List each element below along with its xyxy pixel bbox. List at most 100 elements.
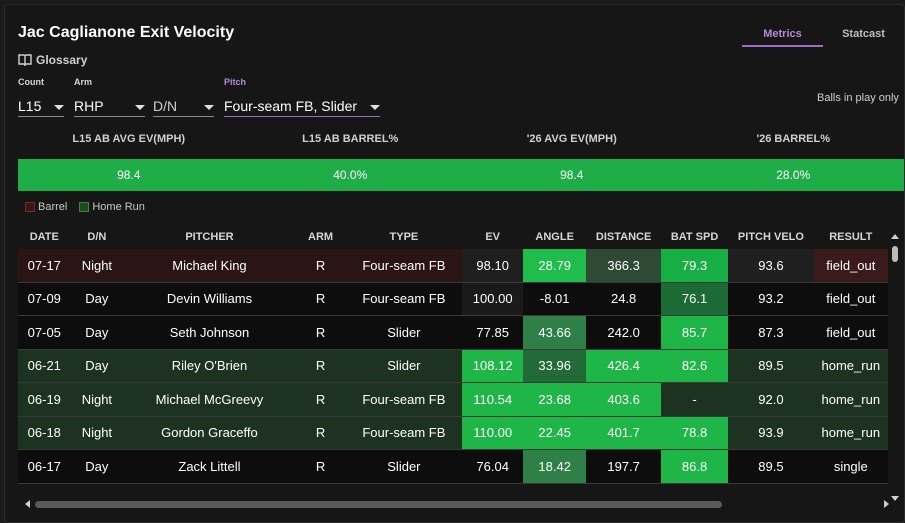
dn-select[interactable]: D/N xyxy=(153,95,214,117)
table-cell: Day xyxy=(70,349,124,382)
table-cell: Four-seam FB xyxy=(345,416,463,449)
tab-bar: Metrics Statcast xyxy=(742,22,904,47)
table-cell: 06-17 xyxy=(18,450,71,483)
table-row[interactable]: 07-09 Day Devin Williams R Four-seam FB 100.0… xyxy=(18,282,888,316)
table-cell: 92.0 xyxy=(728,383,814,416)
table-cell: 33.96 xyxy=(522,349,587,382)
table-cell: 22.45 xyxy=(522,416,587,449)
column-header[interactable]: RESULT xyxy=(829,231,873,243)
scroll-up-icon[interactable] xyxy=(891,234,899,239)
table-row[interactable]: 06-21 Day Riley O'Brien R Slider 108.12 33.96 4… xyxy=(18,349,888,383)
table-cell: Devin Williams xyxy=(123,282,296,315)
scroll-left-icon[interactable] xyxy=(25,500,30,508)
column-header[interactable]: ARM xyxy=(308,231,334,243)
glossary-link[interactable]: Glossary xyxy=(18,53,87,67)
column-header[interactable]: DISTANCE xyxy=(595,231,652,243)
table-cell: Day xyxy=(70,316,124,349)
vertical-scrollbar[interactable] xyxy=(891,234,899,501)
column-header[interactable]: EV xyxy=(485,231,501,243)
arm-filter: Arm RHP xyxy=(74,77,145,117)
table-cell: 23.68 xyxy=(522,383,587,416)
table-cell: 242.0 xyxy=(586,316,661,349)
legend-home-run: Home Run xyxy=(79,201,145,213)
table-cell: Night xyxy=(70,249,124,282)
table-row[interactable]: 06-17 Day Zack Littell R Slider 76.04 18.42 197… xyxy=(18,450,888,484)
horizontal-scrollbar[interactable] xyxy=(25,500,889,509)
table-cell: 110.00 xyxy=(462,416,523,449)
scroll-right-icon[interactable] xyxy=(884,500,889,508)
table-cell: 76.04 xyxy=(462,450,523,483)
table-cell: - xyxy=(660,383,729,416)
table-cell: 07-09 xyxy=(18,282,71,315)
tab-statcast[interactable]: Statcast xyxy=(842,28,885,40)
table-cell: 24.8 xyxy=(586,282,661,315)
table-cell: Michael King xyxy=(123,249,296,282)
table-row[interactable]: 07-17 Night Michael King R Four-seam FB 98.10… xyxy=(18,249,888,283)
chevron-down-icon xyxy=(54,104,64,110)
table-cell: Night xyxy=(70,383,124,416)
table-cell: 18.42 xyxy=(522,450,587,483)
scrollbar-thumb[interactable] xyxy=(892,246,898,262)
table-row[interactable]: 06-18 Night Gordon Graceffo R Four-seam FB 11… xyxy=(18,416,888,450)
chevron-down-icon xyxy=(204,104,214,110)
table-cell: 108.12 xyxy=(462,349,523,382)
table-cell: 89.5 xyxy=(728,349,814,382)
column-header[interactable]: PITCHER xyxy=(185,231,234,243)
table-cell: 79.3 xyxy=(660,249,729,282)
table-cell: 100.00 xyxy=(462,282,523,315)
table-cell: 197.7 xyxy=(586,450,661,483)
table-cell: 82.6 xyxy=(660,349,729,382)
table-cell: Slider xyxy=(345,349,463,382)
table-cell: 06-19 xyxy=(18,383,71,416)
dn-filter-label xyxy=(153,77,214,89)
table-row[interactable]: 07-05 Day Seth Johnson R Slider 77.85 43.66 242… xyxy=(18,316,888,350)
table-cell: 366.3 xyxy=(586,249,661,282)
scrollbar-thumb[interactable] xyxy=(35,501,722,508)
table-cell: 07-05 xyxy=(18,316,71,349)
pitch-select-value: Four-seam FB, Slider xyxy=(224,97,358,114)
table-cell: 93.6 xyxy=(728,249,814,282)
table-cell: Four-seam FB xyxy=(345,282,463,315)
table-cell: R xyxy=(295,282,346,315)
arm-select[interactable]: RHP xyxy=(74,95,145,117)
summary-header: L15 AB AVG EV(MPH) L15 AB BARREL% '26 AV… xyxy=(18,133,904,145)
table-cell: Riley O'Brien xyxy=(123,349,296,382)
count-filter-label: Count xyxy=(18,77,44,87)
column-header[interactable]: D/N xyxy=(87,231,107,243)
column-header[interactable]: DATE xyxy=(29,231,59,243)
table-cell: 76.1 xyxy=(660,282,729,315)
column-header[interactable]: PITCH VELO xyxy=(737,231,804,243)
count-filter: Count L15 xyxy=(18,77,64,117)
column-header[interactable]: TYPE xyxy=(389,231,419,243)
barrel-swatch xyxy=(25,202,35,212)
table-row[interactable]: 06-19 Night Michael McGreevy R Four-seam FB 1… xyxy=(18,383,888,417)
table-cell: field_out xyxy=(813,316,888,349)
summary-header-cell: L15 AB BARREL% xyxy=(302,133,399,145)
summary-header-cell: '26 AVG EV(MPH) xyxy=(526,133,617,145)
table-cell: 98.10 xyxy=(462,249,523,282)
table-cell: 07-17 xyxy=(18,249,71,282)
legend: Barrel Home Run xyxy=(25,201,145,213)
table-cell: 93.9 xyxy=(728,416,814,449)
pitch-filter: Pitch Four-seam FB, Slider xyxy=(224,77,380,117)
table-cell: Zack Littell xyxy=(123,450,296,483)
glossary-label: Glossary xyxy=(36,53,88,67)
book-icon xyxy=(18,54,32,66)
table-cell: 93.2 xyxy=(728,282,814,315)
pitch-select[interactable]: Four-seam FB, Slider xyxy=(224,95,380,117)
page-title: Jac Caglianone Exit Velocity xyxy=(18,24,235,41)
table-cell: 77.85 xyxy=(462,316,523,349)
table-cell: Slider xyxy=(345,316,463,349)
tab-metrics[interactable]: Metrics xyxy=(742,22,823,47)
column-header[interactable]: BAT SPD xyxy=(670,231,719,243)
table-cell: 89.5 xyxy=(728,450,814,483)
table-cell: 85.7 xyxy=(660,316,729,349)
count-select[interactable]: L15 xyxy=(18,95,64,117)
table-header: DATE D/N PITCHER ARM TYPE EV ANGLE DISTANCE BAT … xyxy=(18,225,888,249)
balls-in-play-toggle[interactable]: Balls in play only xyxy=(817,92,899,104)
table-cell: 401.7 xyxy=(586,416,661,449)
scroll-down-icon[interactable] xyxy=(891,496,899,501)
summary-value: 98.4 xyxy=(117,168,141,182)
column-header[interactable]: ANGLE xyxy=(535,231,574,243)
table-cell: 87.3 xyxy=(728,316,814,349)
